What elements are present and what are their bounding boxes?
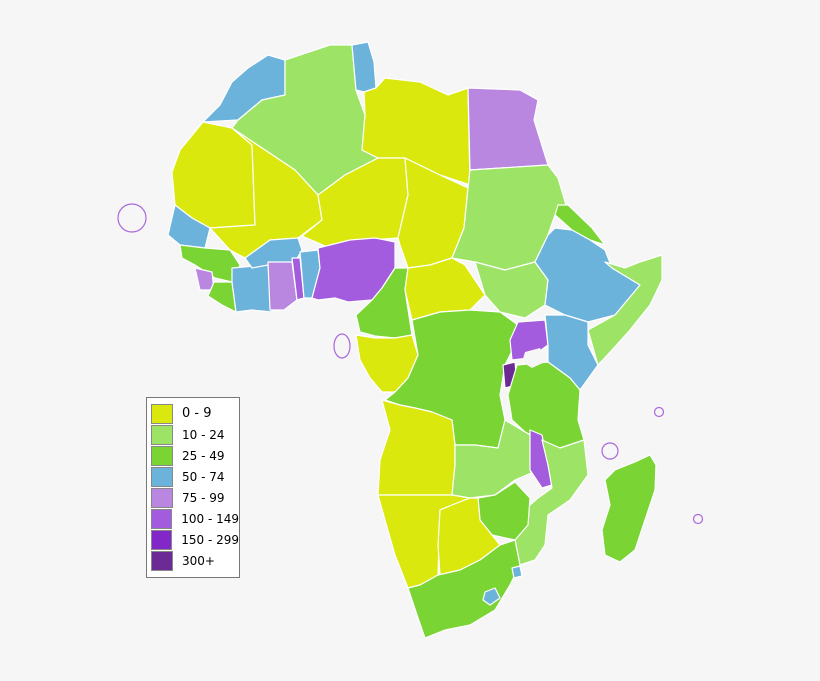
legend-label: 150 - 299 bbox=[181, 532, 239, 547]
legend-item: 150 - 299 bbox=[151, 529, 239, 550]
lake-victoria bbox=[522, 348, 545, 368]
legend-swatch bbox=[151, 529, 173, 550]
legend-swatch bbox=[151, 466, 173, 487]
region-south-africa bbox=[407, 539, 521, 639]
legend-swatch bbox=[151, 508, 173, 529]
region-cote-divoire bbox=[231, 264, 273, 313]
island-seychelles bbox=[653, 406, 665, 418]
legend-label: 25 - 49 bbox=[182, 448, 225, 463]
legend-swatch bbox=[151, 424, 173, 445]
region-botswana bbox=[437, 497, 501, 576]
island-sao-tome bbox=[333, 333, 351, 359]
legend-label: 100 - 149 bbox=[181, 511, 239, 526]
legend-label: 75 - 99 bbox=[182, 490, 225, 505]
legend-swatch bbox=[151, 403, 173, 424]
legend-label: 50 - 74 bbox=[182, 469, 225, 484]
region-burkina-faso bbox=[244, 237, 303, 269]
legend-label: 300+ bbox=[182, 553, 215, 568]
island-mauritius bbox=[692, 513, 704, 525]
legend-item: 50 - 74 bbox=[151, 466, 239, 487]
legend-swatch bbox=[151, 445, 173, 466]
island-cape-verde bbox=[117, 203, 147, 233]
legend-label: 0 - 9 bbox=[182, 406, 212, 421]
region-tunisia bbox=[351, 41, 377, 93]
region-eritrea bbox=[554, 204, 606, 246]
region-sierra-leone bbox=[194, 267, 215, 291]
legend-item: 100 - 149 bbox=[151, 508, 239, 529]
region-car bbox=[404, 257, 486, 321]
region-somalia bbox=[587, 254, 663, 366]
region-madagascar bbox=[601, 454, 657, 563]
map-legend: 0 - 9 10 - 24 25 - 49 50 - 74 75 - 99 100 - 1… bbox=[146, 397, 240, 578]
legend-swatch bbox=[151, 487, 173, 508]
region-kenya bbox=[544, 314, 599, 391]
region-ethiopia bbox=[534, 227, 641, 323]
region-liberia bbox=[207, 281, 237, 313]
legend-item: 75 - 99 bbox=[151, 487, 239, 508]
legend-label: 10 - 24 bbox=[182, 427, 225, 442]
legend-item: 10 - 24 bbox=[151, 424, 239, 445]
region-egypt bbox=[467, 87, 549, 171]
legend-swatch bbox=[151, 550, 173, 571]
legend-item: 300+ bbox=[151, 550, 239, 571]
region-south-sudan bbox=[474, 261, 549, 319]
legend-item: 25 - 49 bbox=[151, 445, 239, 466]
region-ghana bbox=[267, 261, 298, 311]
region-swaziland bbox=[511, 565, 523, 579]
region-lesotho bbox=[482, 587, 501, 606]
region-mozambique bbox=[514, 439, 589, 566]
legend-item: 0 - 9 bbox=[151, 403, 239, 424]
island-comoros bbox=[601, 442, 619, 460]
